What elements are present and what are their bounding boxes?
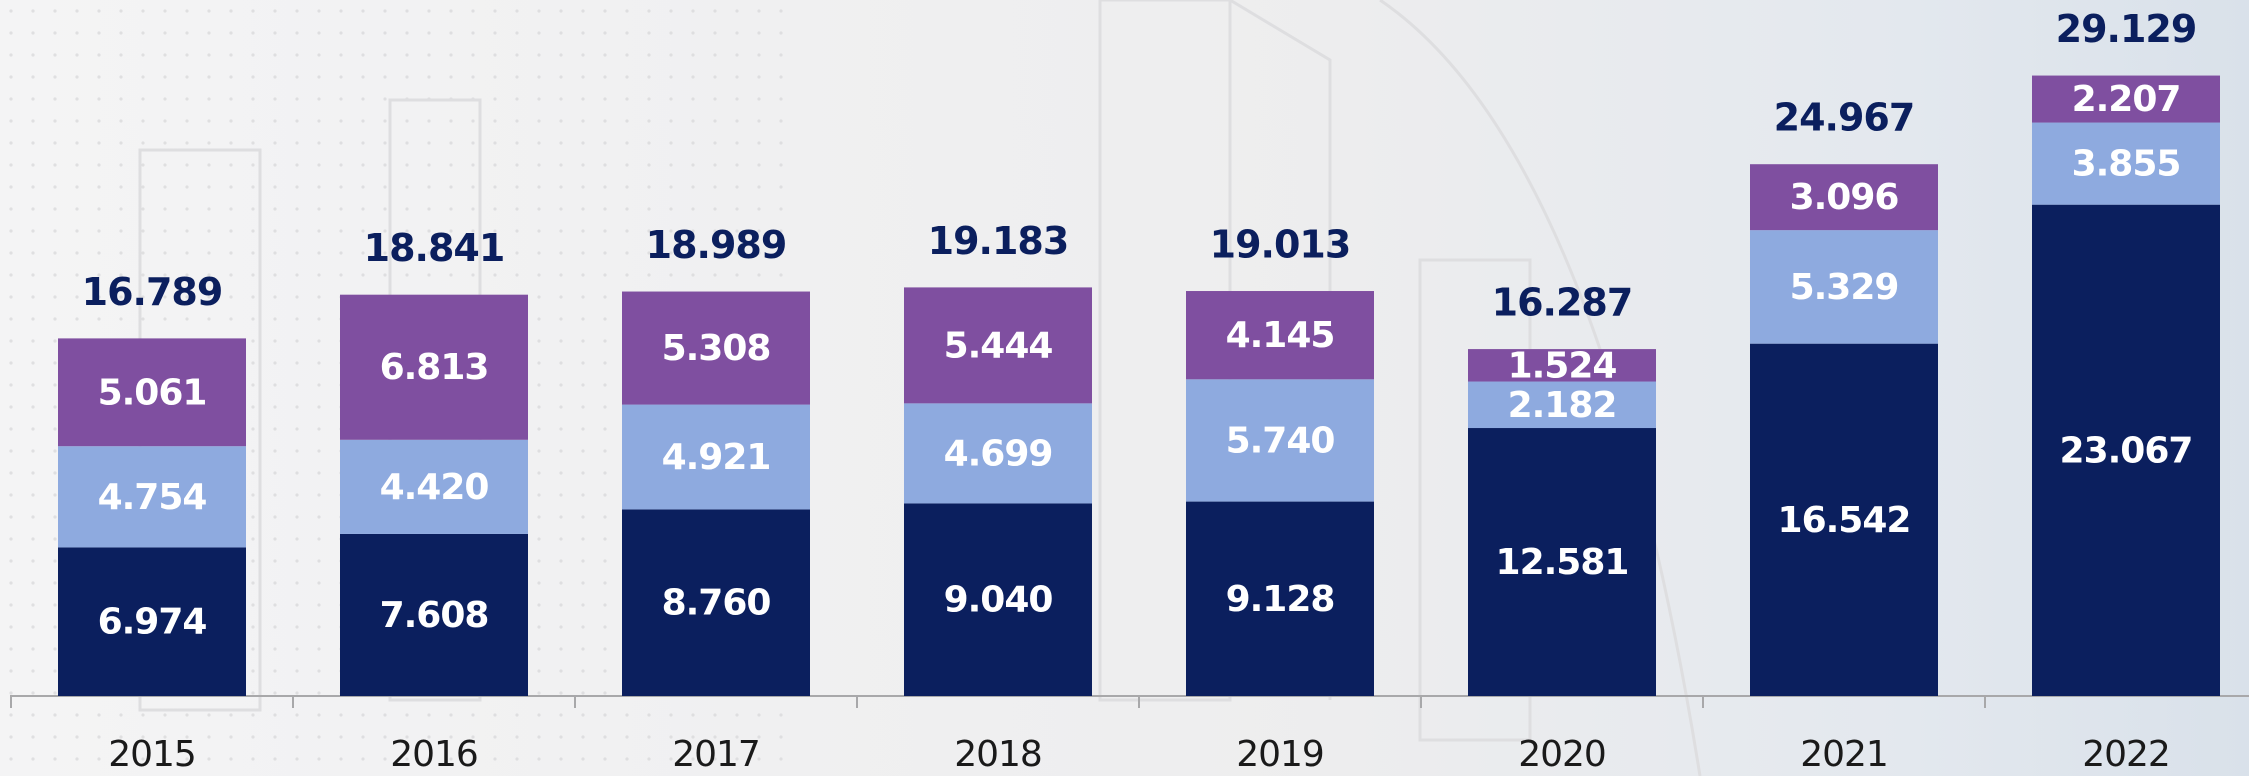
segment-label: 5.740 [1226,420,1335,461]
x-tick-label: 2021 [1800,734,1888,775]
segment-label: 8.760 [662,583,771,624]
segment-label: 4.145 [1226,315,1335,356]
segment-label: 2.182 [1508,385,1617,426]
segment-label: 4.754 [98,477,207,518]
segment-label: 6.974 [98,602,207,643]
page: {"chart_data": { "type": "stacked-bar", … [0,0,2249,776]
segment-label: 6.813 [380,347,489,388]
x-tick-label: 2015 [108,734,196,775]
segment-label: 4.420 [380,467,489,508]
segment-label: 4.699 [944,433,1053,474]
segment-label: 5.061 [98,372,207,413]
x-tick-label: 2020 [1518,734,1606,775]
segment-label: 5.308 [662,328,771,369]
segment-label: 5.444 [944,325,1053,366]
segment-label: 3.096 [1790,177,1899,218]
segment-label: 5.329 [1790,267,1899,308]
total-label: 16.789 [82,270,223,314]
segment-label: 16.542 [1778,500,1911,541]
total-label: 18.989 [646,223,787,267]
segment-label: 2.207 [2072,79,2181,120]
segment-label: 3.855 [2072,144,2181,185]
x-tick-label: 2018 [954,734,1042,775]
segment-label: 9.128 [1226,579,1335,620]
total-label: 29.129 [2056,7,2197,51]
total-label: 16.287 [1492,281,1633,325]
segment-label: 7.608 [380,595,489,636]
x-tick-label: 2022 [2082,734,2170,775]
x-tick-label: 2016 [390,734,478,775]
chart: 6.974 4.754 5.061 16.789 2015 7.608 4.420 6.813… [0,0,2249,776]
segment-label: 12.581 [1496,542,1629,583]
x-tick-label: 2017 [672,734,760,775]
total-label: 19.013 [1210,223,1351,267]
segment-label: 4.921 [662,437,771,478]
total-label: 19.183 [928,219,1069,263]
segment-label: 23.067 [2060,430,2193,471]
segment-label: 9.040 [944,580,1053,621]
total-label: 24.967 [1774,96,1915,140]
segment-label: 1.524 [1508,345,1617,386]
total-label: 18.841 [364,226,505,270]
x-tick-label: 2019 [1236,734,1324,775]
